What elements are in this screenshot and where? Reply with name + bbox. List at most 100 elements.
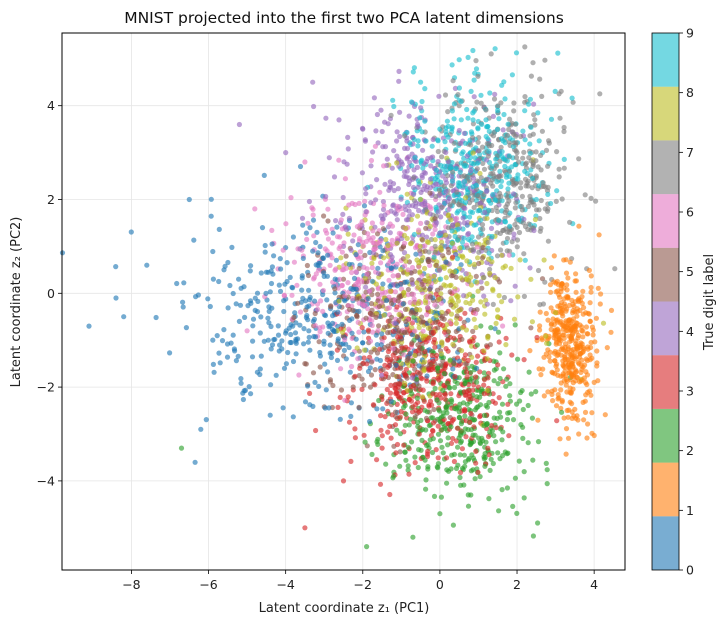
point-digit-7 bbox=[504, 207, 510, 213]
point-digit-0 bbox=[315, 250, 321, 256]
point-digit-0 bbox=[233, 301, 239, 307]
point-digit-8 bbox=[448, 295, 454, 302]
point-digit-5 bbox=[428, 361, 434, 368]
point-digit-7 bbox=[530, 163, 536, 169]
point-digit-5 bbox=[404, 375, 410, 381]
point-digit-7 bbox=[444, 173, 451, 179]
point-digit-0 bbox=[288, 331, 294, 338]
point-digit-3 bbox=[489, 423, 495, 429]
point-digit-4 bbox=[378, 107, 384, 113]
point-digit-9 bbox=[448, 164, 454, 170]
point-digit-4 bbox=[445, 159, 451, 165]
point-digit-9 bbox=[456, 180, 462, 186]
point-digit-2 bbox=[471, 417, 477, 423]
point-digit-2 bbox=[486, 496, 492, 502]
point-digit-0 bbox=[267, 289, 273, 295]
point-digit-8 bbox=[447, 268, 453, 274]
point-digit-8 bbox=[462, 195, 469, 201]
x-tick-label: −4 bbox=[276, 577, 294, 592]
point-digit-0 bbox=[211, 369, 217, 375]
point-digit-4 bbox=[373, 197, 379, 203]
point-digit-9 bbox=[468, 129, 474, 135]
point-digit-7 bbox=[523, 160, 530, 166]
point-digit-4 bbox=[299, 215, 306, 221]
point-digit-1 bbox=[559, 310, 565, 316]
point-digit-6 bbox=[343, 265, 349, 271]
colorbar-tick-label: 1 bbox=[686, 503, 694, 518]
point-digit-2 bbox=[520, 424, 526, 430]
point-digit-2 bbox=[526, 369, 532, 375]
point-digit-9 bbox=[473, 222, 479, 228]
point-digit-2 bbox=[429, 449, 436, 456]
point-digit-3 bbox=[432, 344, 438, 350]
point-digit-2 bbox=[510, 417, 517, 423]
point-digit-7 bbox=[514, 237, 521, 243]
point-digit-6 bbox=[317, 329, 323, 335]
point-digit-8 bbox=[543, 333, 549, 339]
point-digit-0 bbox=[492, 326, 498, 332]
point-digit-2 bbox=[486, 399, 492, 406]
point-digit-0 bbox=[325, 369, 331, 375]
point-digit-6 bbox=[280, 247, 286, 253]
point-digit-6 bbox=[353, 269, 359, 275]
colorbar-tick-label: 8 bbox=[686, 85, 694, 100]
point-digit-4 bbox=[394, 217, 400, 223]
point-digit-1 bbox=[548, 305, 554, 311]
point-digit-9 bbox=[475, 208, 481, 214]
point-digit-0 bbox=[361, 329, 367, 335]
point-digit-0 bbox=[374, 406, 380, 412]
point-digit-0 bbox=[275, 332, 282, 338]
point-digit-6 bbox=[349, 200, 355, 206]
point-digit-8 bbox=[369, 260, 375, 266]
point-digit-1 bbox=[547, 349, 553, 355]
point-digit-6 bbox=[289, 292, 295, 298]
point-digit-1 bbox=[573, 271, 579, 277]
point-digit-4 bbox=[374, 111, 380, 118]
point-digit-6 bbox=[427, 262, 433, 268]
point-digit-2 bbox=[467, 442, 473, 448]
point-digit-2 bbox=[530, 457, 536, 463]
point-digit-0 bbox=[380, 248, 386, 254]
point-digit-1 bbox=[565, 414, 571, 420]
point-digit-2 bbox=[459, 429, 465, 435]
point-digit-2 bbox=[424, 409, 430, 415]
point-digit-3 bbox=[359, 386, 365, 392]
point-digit-3 bbox=[409, 362, 416, 368]
point-digit-8 bbox=[453, 320, 459, 326]
point-digit-3 bbox=[477, 369, 483, 375]
point-digit-0 bbox=[248, 300, 254, 306]
point-digit-4 bbox=[345, 146, 351, 152]
point-digit-8 bbox=[458, 348, 465, 354]
point-digit-5 bbox=[325, 218, 331, 224]
point-digit-8 bbox=[439, 339, 445, 345]
point-digit-3 bbox=[388, 382, 394, 388]
point-digit-0 bbox=[128, 229, 134, 235]
point-digit-3 bbox=[426, 335, 432, 341]
point-digit-0 bbox=[326, 324, 332, 330]
point-digit-5 bbox=[321, 213, 327, 219]
point-digit-7 bbox=[525, 203, 532, 210]
point-digit-9 bbox=[522, 137, 528, 143]
point-digit-7 bbox=[468, 142, 474, 148]
point-digit-5 bbox=[368, 349, 374, 355]
point-digit-2 bbox=[456, 375, 462, 381]
point-digit-3 bbox=[361, 432, 367, 438]
point-digit-6 bbox=[356, 329, 362, 335]
point-digit-4 bbox=[464, 153, 470, 159]
point-digit-8 bbox=[492, 274, 498, 281]
point-digit-1 bbox=[608, 307, 615, 313]
point-digit-9 bbox=[423, 138, 429, 144]
point-digit-3 bbox=[410, 382, 417, 389]
point-digit-7 bbox=[494, 208, 501, 215]
point-digit-9 bbox=[527, 141, 533, 147]
point-digit-3 bbox=[437, 391, 443, 397]
point-digit-8 bbox=[455, 298, 461, 304]
point-digit-0 bbox=[348, 413, 354, 419]
point-digit-0 bbox=[297, 163, 304, 170]
point-digit-5 bbox=[402, 306, 409, 312]
point-digit-7 bbox=[479, 144, 486, 150]
point-digit-4 bbox=[390, 181, 397, 187]
point-digit-1 bbox=[540, 366, 546, 372]
point-digit-6 bbox=[422, 243, 428, 249]
